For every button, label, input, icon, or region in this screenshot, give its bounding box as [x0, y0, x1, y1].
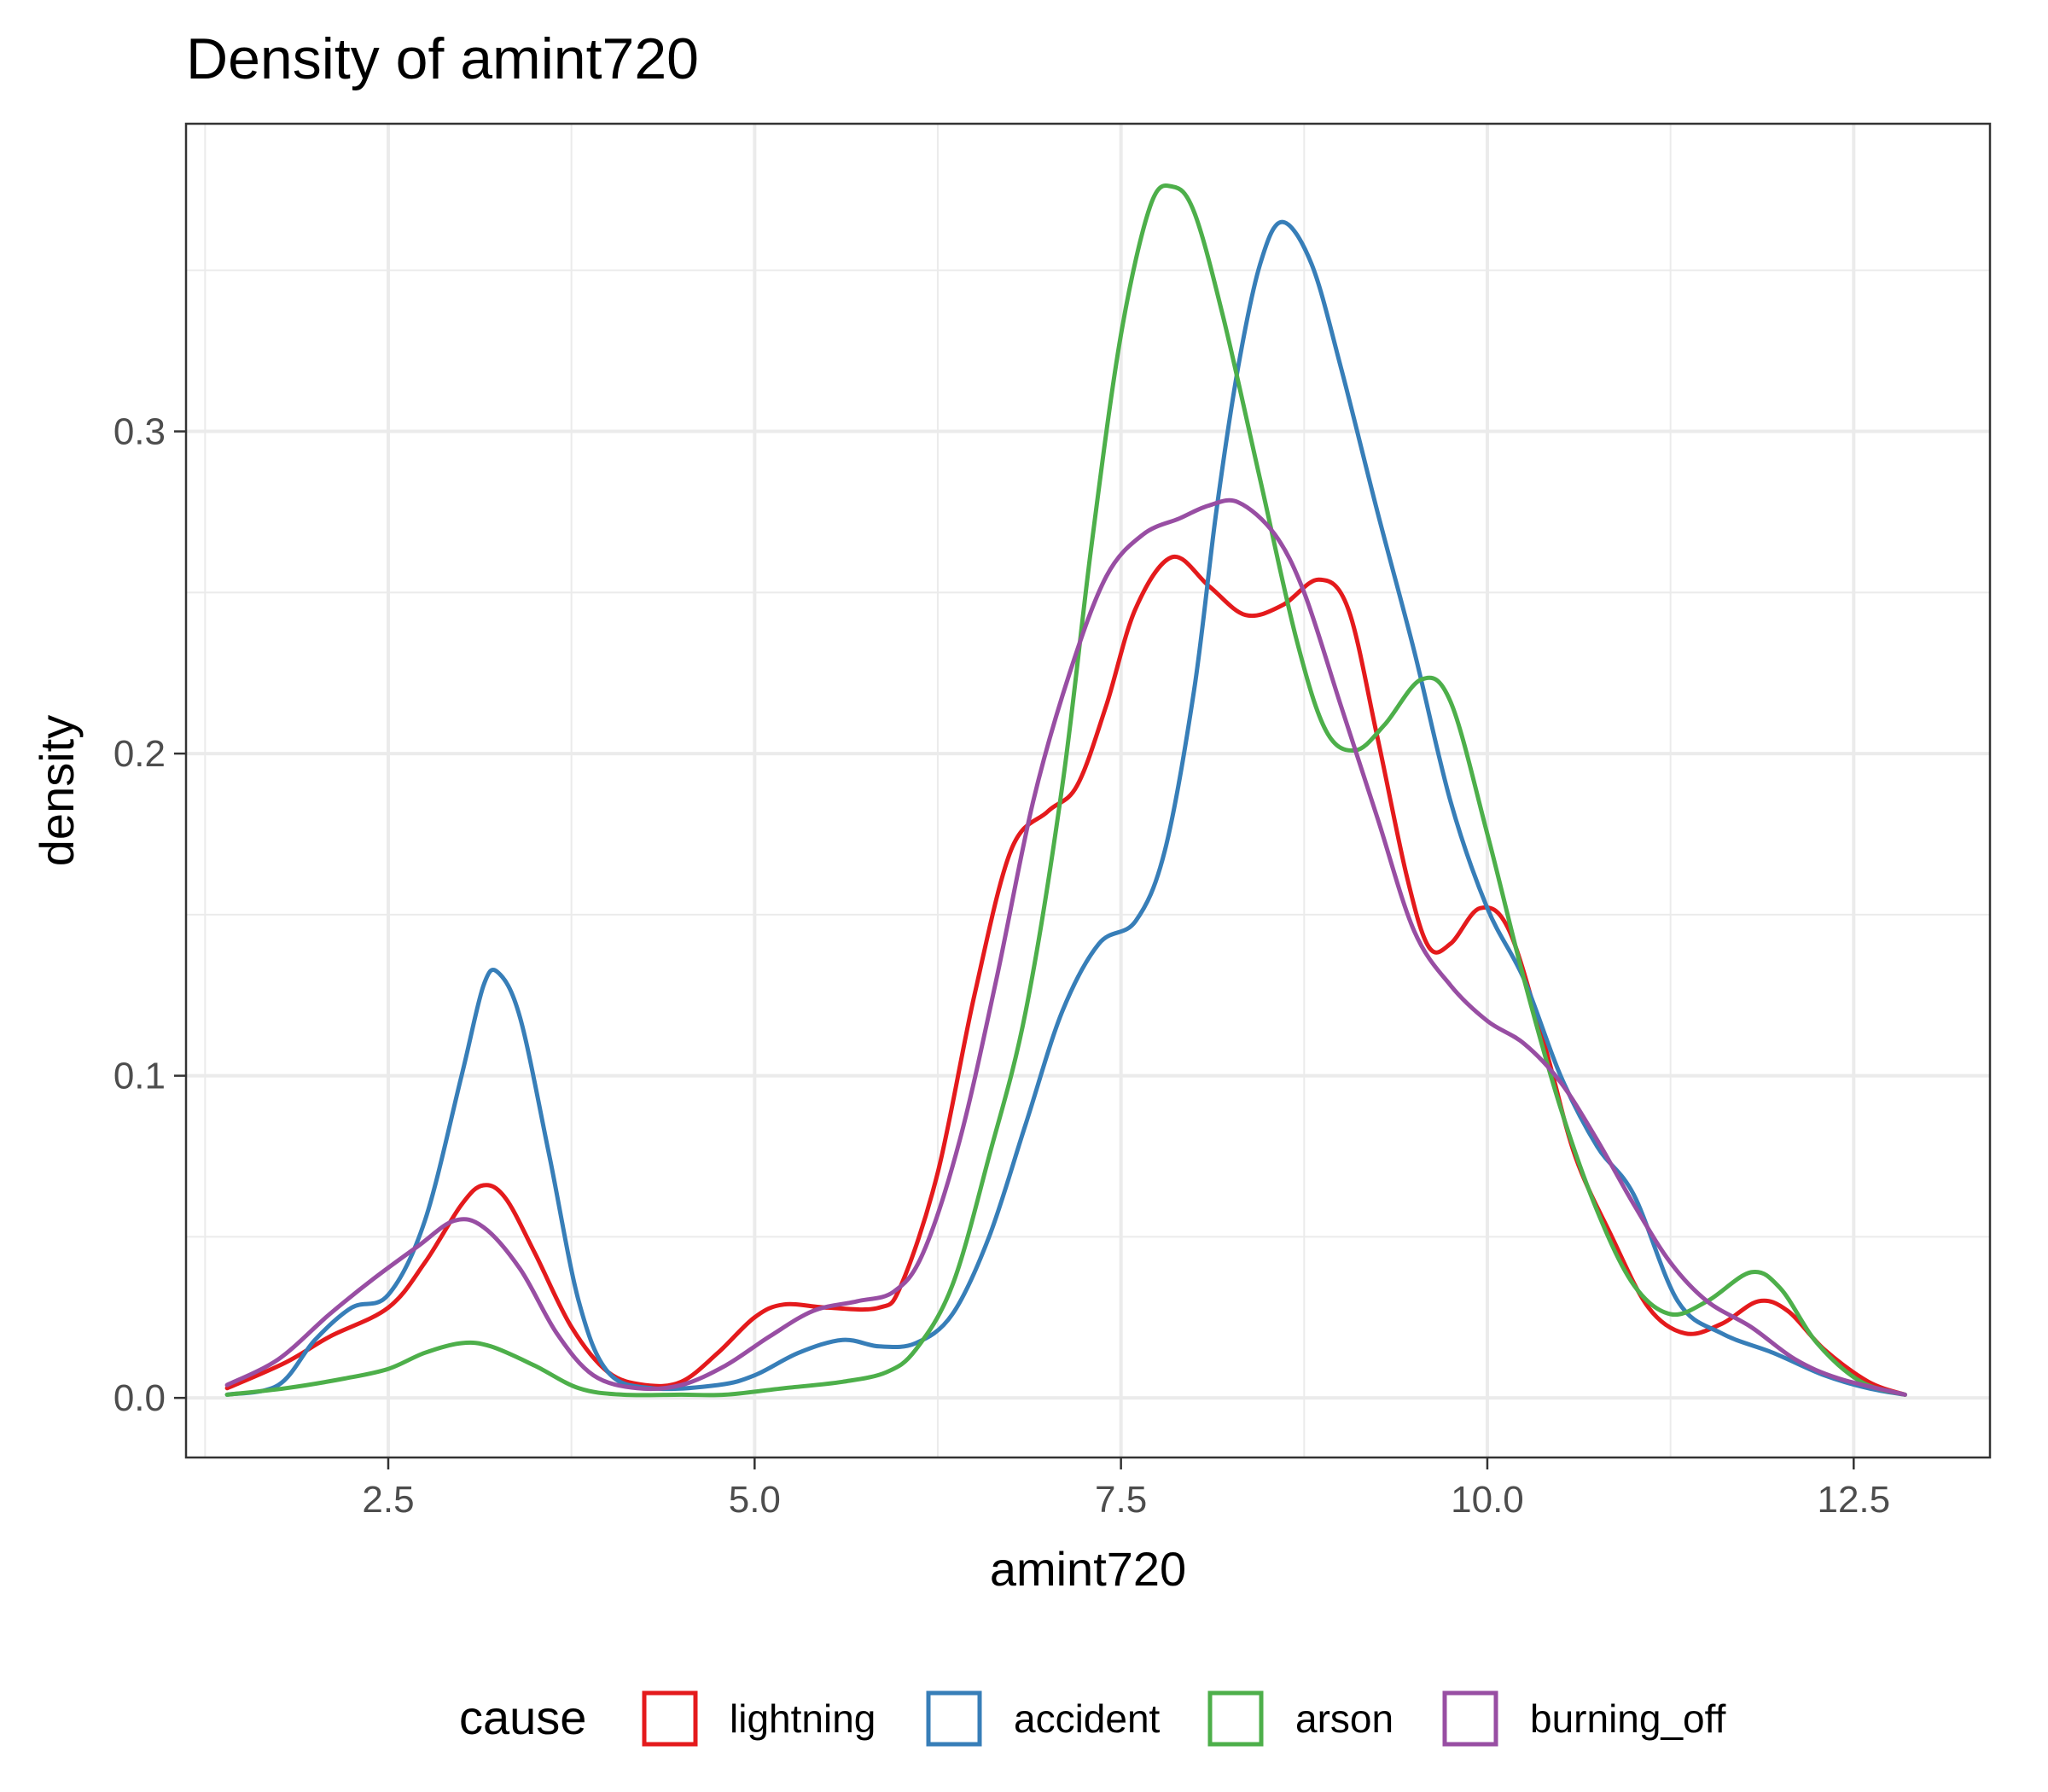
density-lines: [224, 183, 1907, 1398]
y-axis: 0.0 0.1 0.2 0.3: [113, 411, 186, 1419]
x-tick-label: 5.0: [729, 1479, 781, 1521]
legend-key-burning_off: [1442, 1690, 1498, 1747]
x-tick-label: 7.5: [1095, 1479, 1147, 1521]
legend-label-arson: arson: [1295, 1696, 1393, 1741]
x-tick-label: 2.5: [362, 1479, 414, 1521]
series-line-arson: [224, 183, 1907, 1398]
legend-key-accident: [926, 1690, 982, 1747]
x-axis-title: amint720: [990, 1542, 1186, 1596]
y-tick-label: 0.0: [113, 1377, 166, 1419]
series-line-accident: [224, 219, 1907, 1397]
panel-border: [184, 122, 1992, 1459]
y-tick-label: 0.3: [113, 411, 166, 453]
y-axis-title: density: [30, 715, 84, 866]
x-tick-label: 12.5: [1817, 1479, 1890, 1521]
legend: cause lightning accident arson burning_off: [459, 1690, 1726, 1747]
legend-title: cause: [459, 1690, 586, 1744]
legend-key-arson: [1207, 1690, 1264, 1747]
y-tick-label: 0.1: [113, 1056, 166, 1097]
chart-title: Density of amint720: [186, 26, 699, 91]
series-line-burning_off: [224, 497, 1907, 1397]
legend-label-lightning: lightning: [730, 1696, 876, 1741]
y-tick-label: 0.2: [113, 733, 166, 775]
legend-label-burning_off: burning_off: [1530, 1696, 1726, 1741]
legend-label-accident: accident: [1014, 1696, 1161, 1741]
x-tick-label: 10.0: [1451, 1479, 1524, 1521]
x-axis: 2.5 5.0 7.5 10.0 12.5: [362, 1457, 1890, 1521]
grid: [186, 124, 1990, 1457]
legend-key-lightning: [642, 1690, 698, 1747]
